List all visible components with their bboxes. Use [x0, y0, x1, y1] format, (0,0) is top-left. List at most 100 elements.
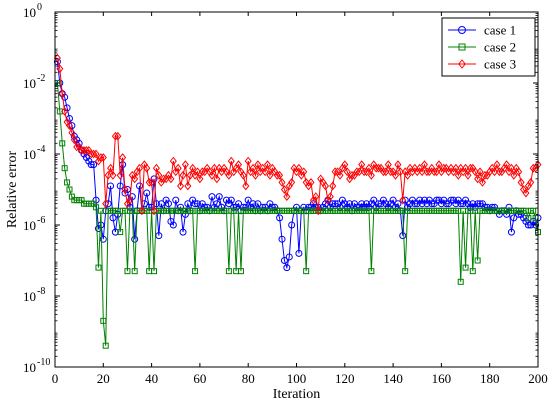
data-point [97, 153, 105, 162]
x-tick-label: 60 [193, 371, 206, 386]
data-point [476, 167, 484, 177]
data-point [522, 188, 530, 198]
data-point [136, 182, 144, 190]
data-point [474, 200, 482, 208]
data-point [87, 161, 95, 169]
data-point [493, 160, 501, 170]
data-point [336, 170, 344, 180]
data-point [184, 200, 192, 208]
data-point [515, 167, 523, 177]
data-point [59, 140, 66, 147]
data-point [249, 200, 257, 208]
data-point [111, 131, 119, 141]
data-point [276, 214, 284, 222]
y-tick-label: 10 [23, 76, 36, 91]
data-point [196, 174, 204, 184]
data-point [143, 163, 151, 173]
data-point [215, 193, 223, 201]
data-point [225, 268, 232, 275]
data-point [353, 167, 361, 177]
data-point [208, 193, 216, 201]
data-point [379, 167, 387, 177]
data-point [459, 200, 467, 208]
data-point [117, 229, 124, 236]
data-point [152, 163, 160, 173]
data-point [425, 196, 433, 204]
data-point [68, 128, 76, 138]
data-point [452, 163, 460, 173]
data-point [532, 221, 540, 229]
data-point [121, 185, 129, 194]
data-point [100, 317, 107, 324]
data-point [181, 160, 189, 170]
data-point [382, 167, 390, 177]
series-line [56, 82, 539, 346]
x-tick-label: 200 [528, 371, 548, 386]
data-point [235, 200, 243, 208]
x-tick-label: 180 [480, 371, 500, 386]
y-tick-exponent: -10 [37, 357, 50, 368]
data-point [350, 200, 358, 208]
data-point [346, 200, 354, 208]
y-tick-exponent: -2 [37, 73, 45, 84]
data-point [102, 342, 109, 349]
data-point [375, 200, 383, 208]
data-point [416, 196, 424, 204]
data-point [273, 170, 281, 180]
data-point [295, 249, 303, 257]
data-point [530, 207, 537, 214]
data-point [278, 235, 286, 243]
data-point [244, 196, 252, 204]
data-point [64, 179, 71, 186]
data-point [213, 200, 221, 208]
data-point [440, 163, 448, 173]
legend-marker [458, 26, 466, 34]
data-point [449, 196, 457, 204]
data-point [191, 200, 199, 208]
data-point [102, 199, 110, 209]
legend-entry: case 3 [448, 57, 516, 72]
data-point [169, 156, 177, 166]
data-point [329, 181, 337, 191]
data-point [157, 200, 165, 208]
data-point [174, 163, 182, 173]
data-point [495, 167, 503, 177]
data-point [399, 232, 407, 240]
data-point [131, 268, 138, 275]
data-point [213, 174, 221, 184]
data-point [177, 181, 185, 191]
data-point [408, 196, 416, 204]
data-point [435, 196, 443, 204]
data-point [58, 89, 66, 99]
data-point [65, 121, 74, 131]
data-point [525, 214, 532, 221]
data-point [95, 264, 102, 271]
series-1 [53, 58, 542, 272]
data-point [131, 174, 139, 184]
data-point [288, 177, 296, 187]
data-point [189, 163, 197, 173]
data-point [529, 163, 537, 173]
data-point [442, 200, 450, 208]
data-point [510, 170, 518, 180]
data-point [420, 160, 429, 170]
data-point [278, 177, 286, 187]
data-point [372, 163, 380, 173]
x-tick-label: 40 [145, 371, 158, 386]
data-point [445, 200, 453, 208]
data-point [454, 196, 462, 204]
data-point [471, 167, 479, 177]
data-point [151, 268, 158, 275]
data-point [90, 161, 98, 169]
data-point [254, 160, 262, 170]
data-point [249, 163, 257, 173]
data-point [527, 177, 535, 187]
data-point [242, 181, 250, 191]
x-tick-label: 20 [97, 371, 110, 386]
data-point [307, 177, 315, 187]
data-point [93, 204, 100, 211]
data-point [368, 268, 375, 275]
data-point [411, 200, 419, 208]
data-point [423, 167, 431, 177]
data-point [73, 142, 81, 152]
